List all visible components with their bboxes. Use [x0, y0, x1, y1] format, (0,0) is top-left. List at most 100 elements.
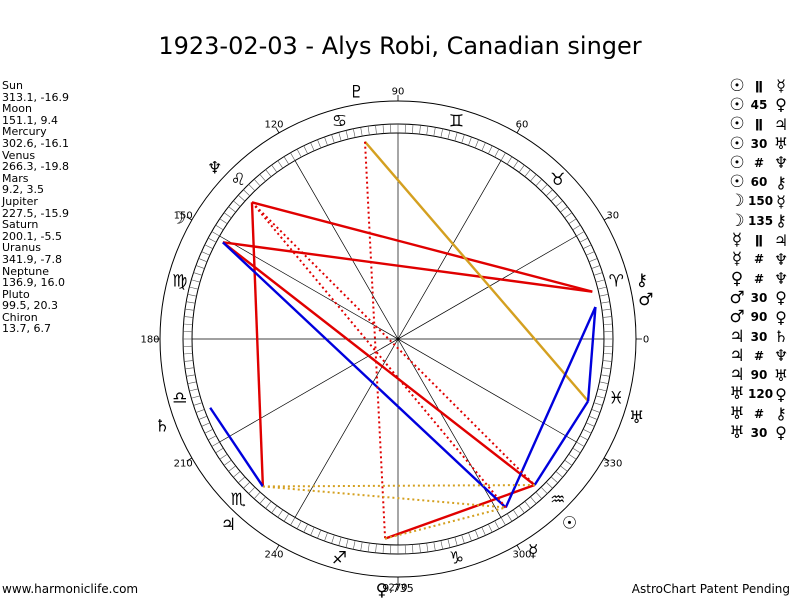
- sign-glyph: ♊: [449, 112, 464, 132]
- degree-tick: [283, 156, 290, 165]
- sign-glyph: ♈: [609, 272, 624, 292]
- aspect-planet-2-glyph: ♄: [773, 327, 789, 346]
- aspect-line: [222, 241, 593, 293]
- aspect-line: [250, 202, 265, 487]
- aspect-planet-2-glyph: ⚷: [775, 172, 787, 192]
- degree-tick-major: [275, 127, 280, 134]
- degree-tick: [353, 540, 356, 550]
- aspect-planet-2-glyph: ☿: [776, 76, 786, 96]
- degree-label: 120: [264, 120, 283, 131]
- degree-tick: [576, 231, 585, 237]
- aspect-line-dotted: [384, 506, 507, 540]
- degree-tick: [185, 367, 195, 370]
- degree-tick: [204, 244, 213, 249]
- position-value: 13.7, 6.7: [2, 322, 51, 336]
- planet-glyph-saturn: ♄: [155, 416, 170, 436]
- planet-glyph-pluto: ♇: [349, 82, 364, 102]
- planet-glyph-jupiter: ♃: [221, 515, 236, 535]
- aspect-row: ☿ # ♆: [726, 249, 796, 269]
- aspect-planet-1-glyph: ♅: [729, 384, 745, 405]
- aspect-symbol: 45: [750, 97, 768, 112]
- degree-label: 180: [140, 335, 159, 346]
- degree-tick: [271, 164, 278, 173]
- degree-tick: [186, 301, 196, 304]
- degree-tick: [603, 353, 613, 355]
- aspect-row: ☽ 135 ⚷: [726, 211, 796, 231]
- degree-tick: [481, 142, 486, 151]
- degree-tick: [440, 128, 443, 138]
- position-value: 99.5, 20.3: [2, 299, 58, 313]
- planet-glyph-mars: ♂: [638, 290, 653, 310]
- degree-tick: [208, 237, 217, 243]
- aspect-planet-1-glyph: ♂: [729, 307, 745, 328]
- degree-tick: [283, 513, 290, 522]
- planet-glyph-neptune: ♆: [207, 158, 222, 178]
- degree-tick: [530, 174, 537, 182]
- degree-tick: [198, 415, 208, 420]
- degree-tick: [599, 381, 609, 384]
- aspect-planet-1-glyph: ♅: [729, 403, 745, 424]
- aspect-planet-2-glyph: ♃: [773, 230, 789, 250]
- footer-website[interactable]: www.harmoniclife.com: [2, 582, 139, 596]
- degree-tick: [591, 409, 601, 413]
- degree-tick: [331, 134, 335, 144]
- aspect-symbol: 60: [750, 175, 768, 190]
- aspect-planet-1-glyph: ☿: [731, 230, 743, 251]
- degree-tick: [593, 402, 603, 406]
- degree-tick: [506, 513, 513, 522]
- degree-tick: [219, 453, 228, 460]
- aspect-row: ♂ 30 ♀: [726, 288, 796, 308]
- degree-tick: [461, 534, 465, 544]
- aspect-row: ☿ ǁ ♃: [726, 230, 796, 251]
- degree-tick: [211, 441, 220, 447]
- degree-tick: [500, 517, 506, 526]
- degree-tick: [568, 218, 577, 225]
- aspect-planet-2-glyph: ♀: [775, 288, 787, 308]
- degree-label: 90: [392, 87, 405, 98]
- degree-tick: [290, 517, 296, 526]
- aspect-line: [384, 483, 536, 540]
- degree-tick: [248, 184, 256, 192]
- aspect-line: [533, 400, 590, 486]
- sign-glyph: ♍: [172, 272, 187, 292]
- degree-tick: [238, 194, 246, 202]
- degree-tick: [597, 286, 607, 290]
- position-name: Jupiter: [2, 194, 38, 208]
- aspect-planet-1-glyph: ♀: [730, 268, 744, 289]
- degree-label: 30: [606, 211, 619, 222]
- aspect-row: ☉ ǁ ♃: [726, 114, 796, 134]
- degree-tick: [572, 447, 581, 454]
- degree-tick: [545, 481, 553, 489]
- degree-tick: [186, 374, 196, 377]
- degree-tick: [440, 540, 443, 550]
- aspect-planet-1-glyph: ♃: [729, 326, 745, 347]
- aspect-planet-1-glyph: ☉: [729, 133, 745, 154]
- aspect-planet-2-glyph: ♅: [773, 134, 789, 154]
- degree-tick: [219, 218, 228, 225]
- aspect-line: [364, 140, 590, 402]
- degree-tick: [433, 127, 436, 137]
- aspect-symbol: 120: [748, 387, 774, 402]
- degree-tick: [447, 538, 451, 548]
- position-name: Sun: [2, 79, 23, 92]
- degree-tick: [189, 286, 199, 290]
- aspect-symbol: ǁ: [755, 117, 763, 132]
- degree-tick: [317, 139, 322, 149]
- degree-label: 240: [264, 549, 283, 560]
- degree-tick: [303, 145, 308, 154]
- degree-tick: [512, 160, 519, 169]
- degree-tick: [324, 136, 328, 146]
- aspect-planet-2-glyph: ♆: [773, 346, 789, 366]
- aspect-symbol: 135: [748, 213, 774, 228]
- degree-tick: [290, 152, 296, 161]
- degree-tick: [360, 127, 363, 137]
- position-name: Neptune: [2, 264, 50, 278]
- degree-tick: [265, 169, 272, 177]
- degree-tick: [468, 532, 472, 542]
- degree-tick: [228, 465, 236, 472]
- degree-tick: [184, 316, 194, 318]
- degree-tick: [468, 136, 472, 146]
- aspect-line: [251, 201, 593, 293]
- aspect-symbol: #: [753, 252, 765, 267]
- aspect-planet-1-glyph: ☽: [729, 191, 745, 212]
